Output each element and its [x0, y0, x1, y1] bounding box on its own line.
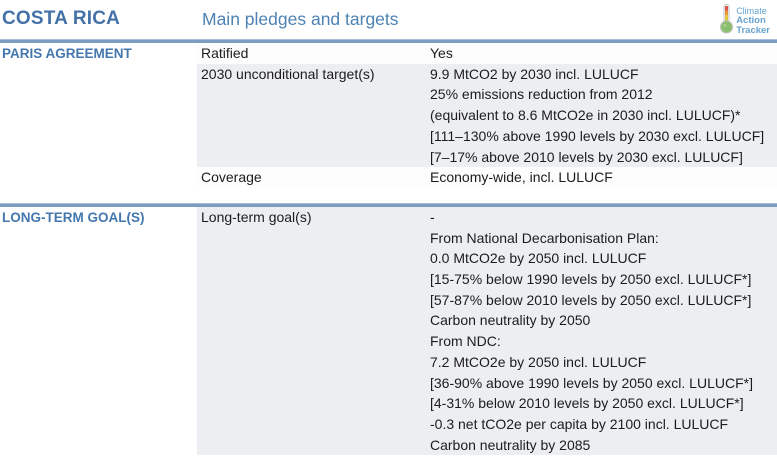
row-value: Economy-wide, incl. LULUCF [430, 167, 777, 188]
value-line: From NDC: [430, 333, 501, 350]
value-line: Economy-wide, incl. LULUCF [430, 169, 613, 186]
row-value: Yes [430, 43, 777, 64]
value-line: Yes [430, 45, 453, 61]
value-line: 25% emissions reduction from 2012 [430, 86, 653, 103]
table-row-coverage: Coverage Economy-wide, incl. LULUCF [197, 167, 777, 188]
table-row-ratified: Ratified Yes [197, 43, 777, 64]
page-title: COSTA RICA [2, 8, 121, 29]
value-line: [15-75% below 1990 levels by 2050 excl. … [430, 271, 752, 288]
value-line: [111–130% above 1990 levels by 2030 excl… [430, 127, 765, 144]
table-row-2030-unconditional-targets: 2030 unconditional target(s) 9.9 MtCO2 b… [197, 63, 777, 168]
section-long-term-goals: LONG-TERM GOAL(S) Long-term goal(s) - Fro… [0, 206, 777, 456]
value-line: Carbon neutrality by 2085 [430, 436, 591, 453]
value-line: 0.0 MtCO2e by 2050 incl. LULUCF [430, 250, 647, 267]
section-title-long-term-goals: LONG-TERM GOAL(S) [0, 206, 197, 456]
value-line: [7–17% above 2010 levels by 2030 excl. L… [430, 148, 743, 165]
value-line: - [430, 208, 435, 225]
logo-word-tracker: Tracker [736, 24, 770, 36]
logo-word-climate: Climate [736, 5, 767, 16]
cat-logo-text: Climate Action Tracker [736, 5, 770, 36]
thermometer-icon [720, 3, 734, 39]
value-line: [4-31% below 2010 levels by 2050 excl. L… [430, 395, 744, 412]
value-line: 7.2 MtCO2e by 2050 incl. LULUCF [430, 353, 647, 370]
logo-word-action: Action [736, 15, 766, 27]
section-gap [0, 187, 777, 203]
row-label: Coverage [201, 169, 262, 186]
value-line: [36-90% above 1990 levels by 2050 excl. … [430, 374, 753, 391]
section-divider [0, 202, 777, 207]
value-line: (equivalent to 8.6 MtCO2e in 2030 incl. … [430, 107, 741, 124]
paris-agreement-rows: Ratified Yes 2030 unconditional target(s… [197, 43, 777, 188]
value-line: 9.9 MtCO2 by 2030 incl. LULUCF [430, 65, 639, 82]
table-row-long-term-goals: Long-term goal(s) - From National Decarbo… [197, 206, 777, 456]
row-label: Long-term goal(s) [201, 208, 312, 225]
value-line: From National Decarbonisation Plan: [430, 229, 659, 246]
section-title-paris-agreement: PARIS AGREEMENT [0, 43, 197, 188]
header: COSTA RICA Main pledges and targets Clim… [0, 0, 777, 39]
section-paris-agreement: PARIS AGREEMENT Ratified Yes 2030 uncond… [0, 43, 777, 188]
cat-logo: Climate Action Tracker [720, 3, 770, 39]
row-label: 2030 unconditional target(s) [201, 65, 375, 82]
page-subtitle: Main pledges and targets [202, 9, 399, 29]
header-divider [0, 39, 777, 43]
row-label: Ratified [201, 45, 249, 61]
row-value: - From National Decarbonisation Plan: 0.0 … [430, 207, 777, 455]
row-value: 9.9 MtCO2 by 2030 incl. LULUCF 25% emissi… [430, 64, 777, 168]
value-line: -0.3 net tCO2e per capita by 2100 incl. … [430, 415, 729, 432]
long-term-goals-rows: Long-term goal(s) - From National Decarbo… [197, 206, 777, 456]
value-line: Carbon neutrality by 2050 [430, 312, 591, 329]
value-line: [57-87% below 2010 levels by 2050 excl. … [430, 291, 752, 308]
